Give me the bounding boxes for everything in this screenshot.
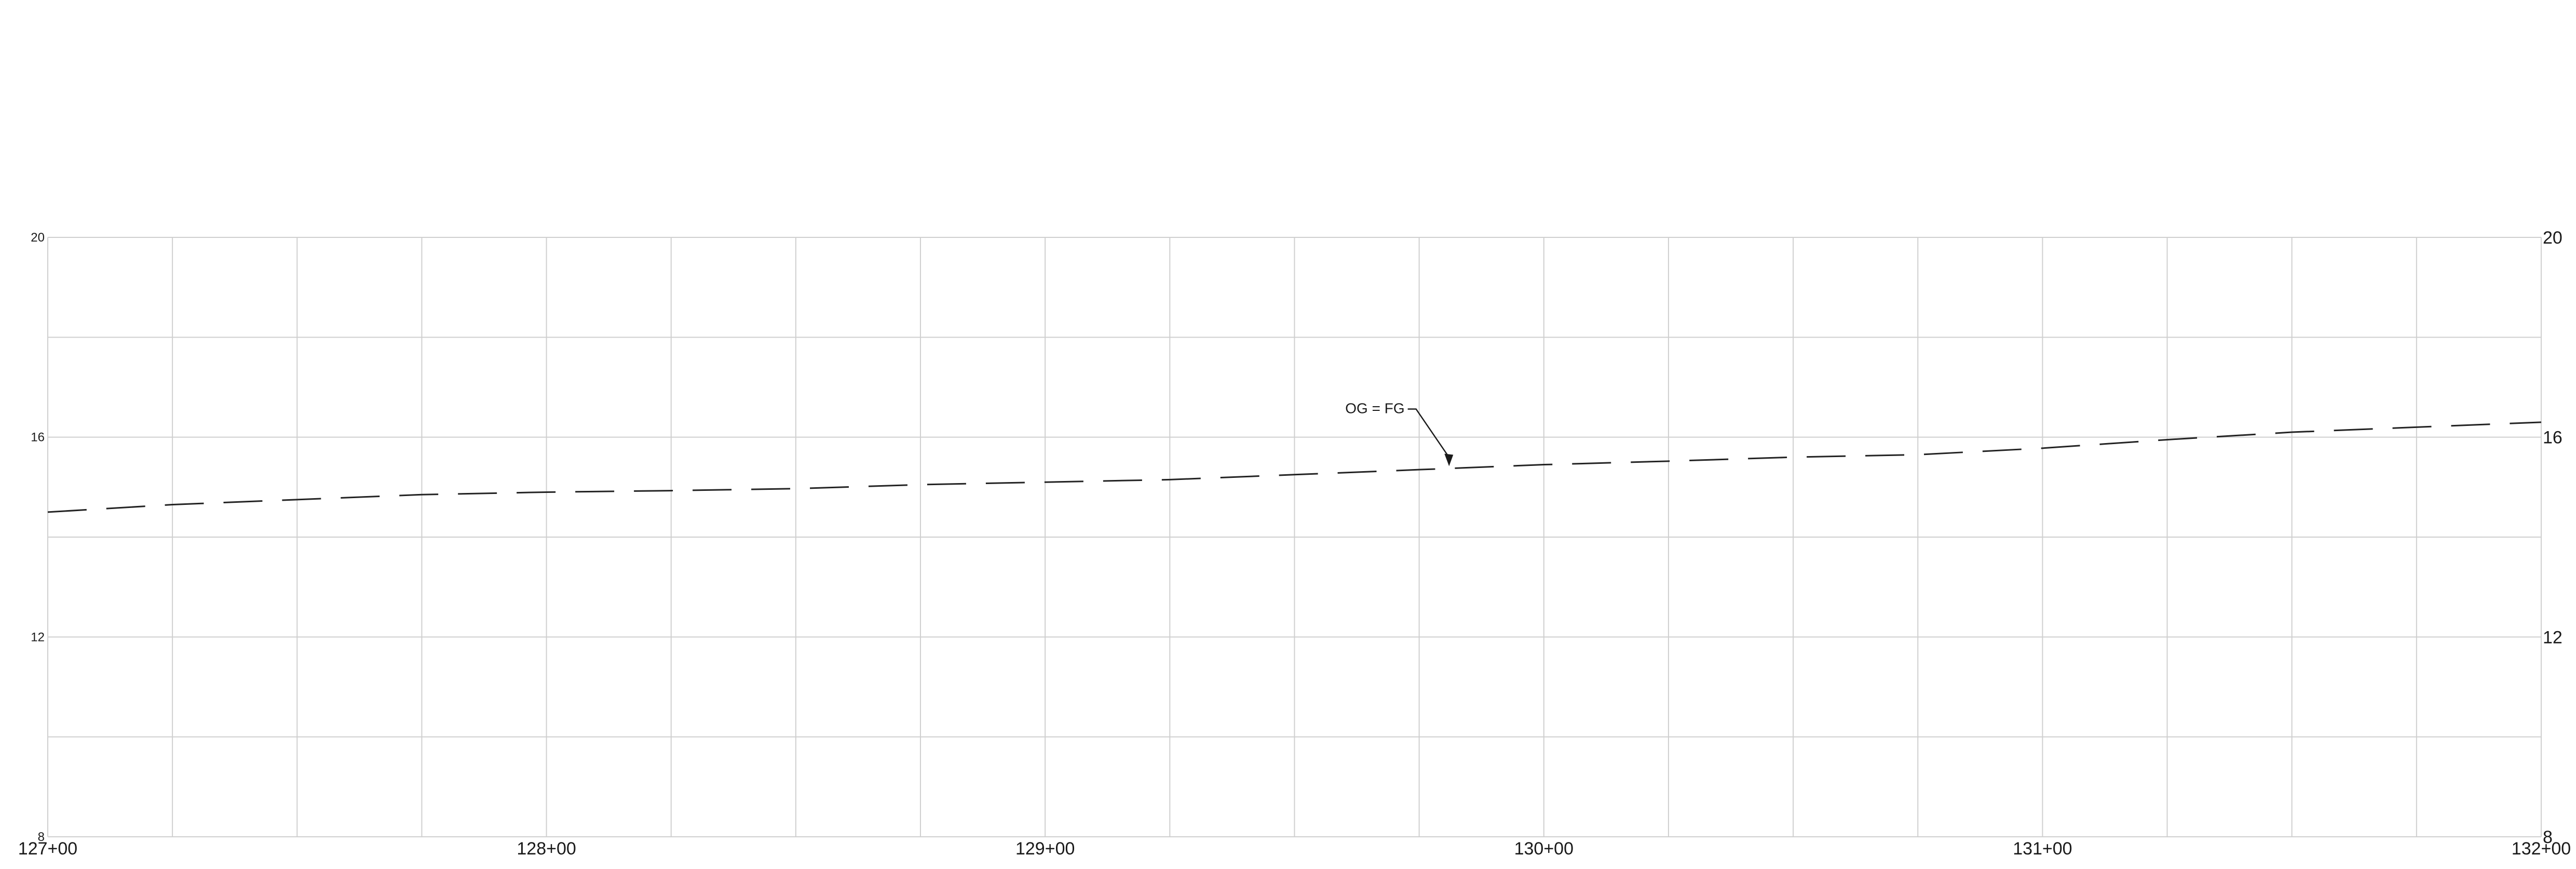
series-line [47,421,2542,513]
x-tick-label: 128+00 [517,839,576,859]
x-tick-label: 132+00 [2512,839,2571,859]
x-tick-label: 131+00 [2013,839,2072,859]
y-tick-label-left: 12 [31,630,45,644]
y-tick-label-right: 20 [2543,228,2563,248]
x-tick-label: 130+00 [1514,839,1574,859]
y-tick-label-left: 20 [31,231,45,245]
annotation-leader [1407,408,1451,460]
x-tick-label: 129+00 [1015,839,1075,859]
annotation-label: OG = FG [1345,400,1404,416]
y-tick-label-left: 8 [38,830,45,844]
series-group [47,421,2542,513]
annotation-group: OG = FG [1345,400,1454,466]
y-tick-label-right: 8 [2543,827,2553,847]
x-tick-label: 127+00 [18,839,77,859]
y-tick-label-right: 16 [2543,428,2563,448]
grid [47,237,2542,837]
y-tick-label-left: 16 [31,431,45,445]
y-tick-label-right: 12 [2543,627,2563,647]
annotation-arrowhead [1444,453,1454,466]
